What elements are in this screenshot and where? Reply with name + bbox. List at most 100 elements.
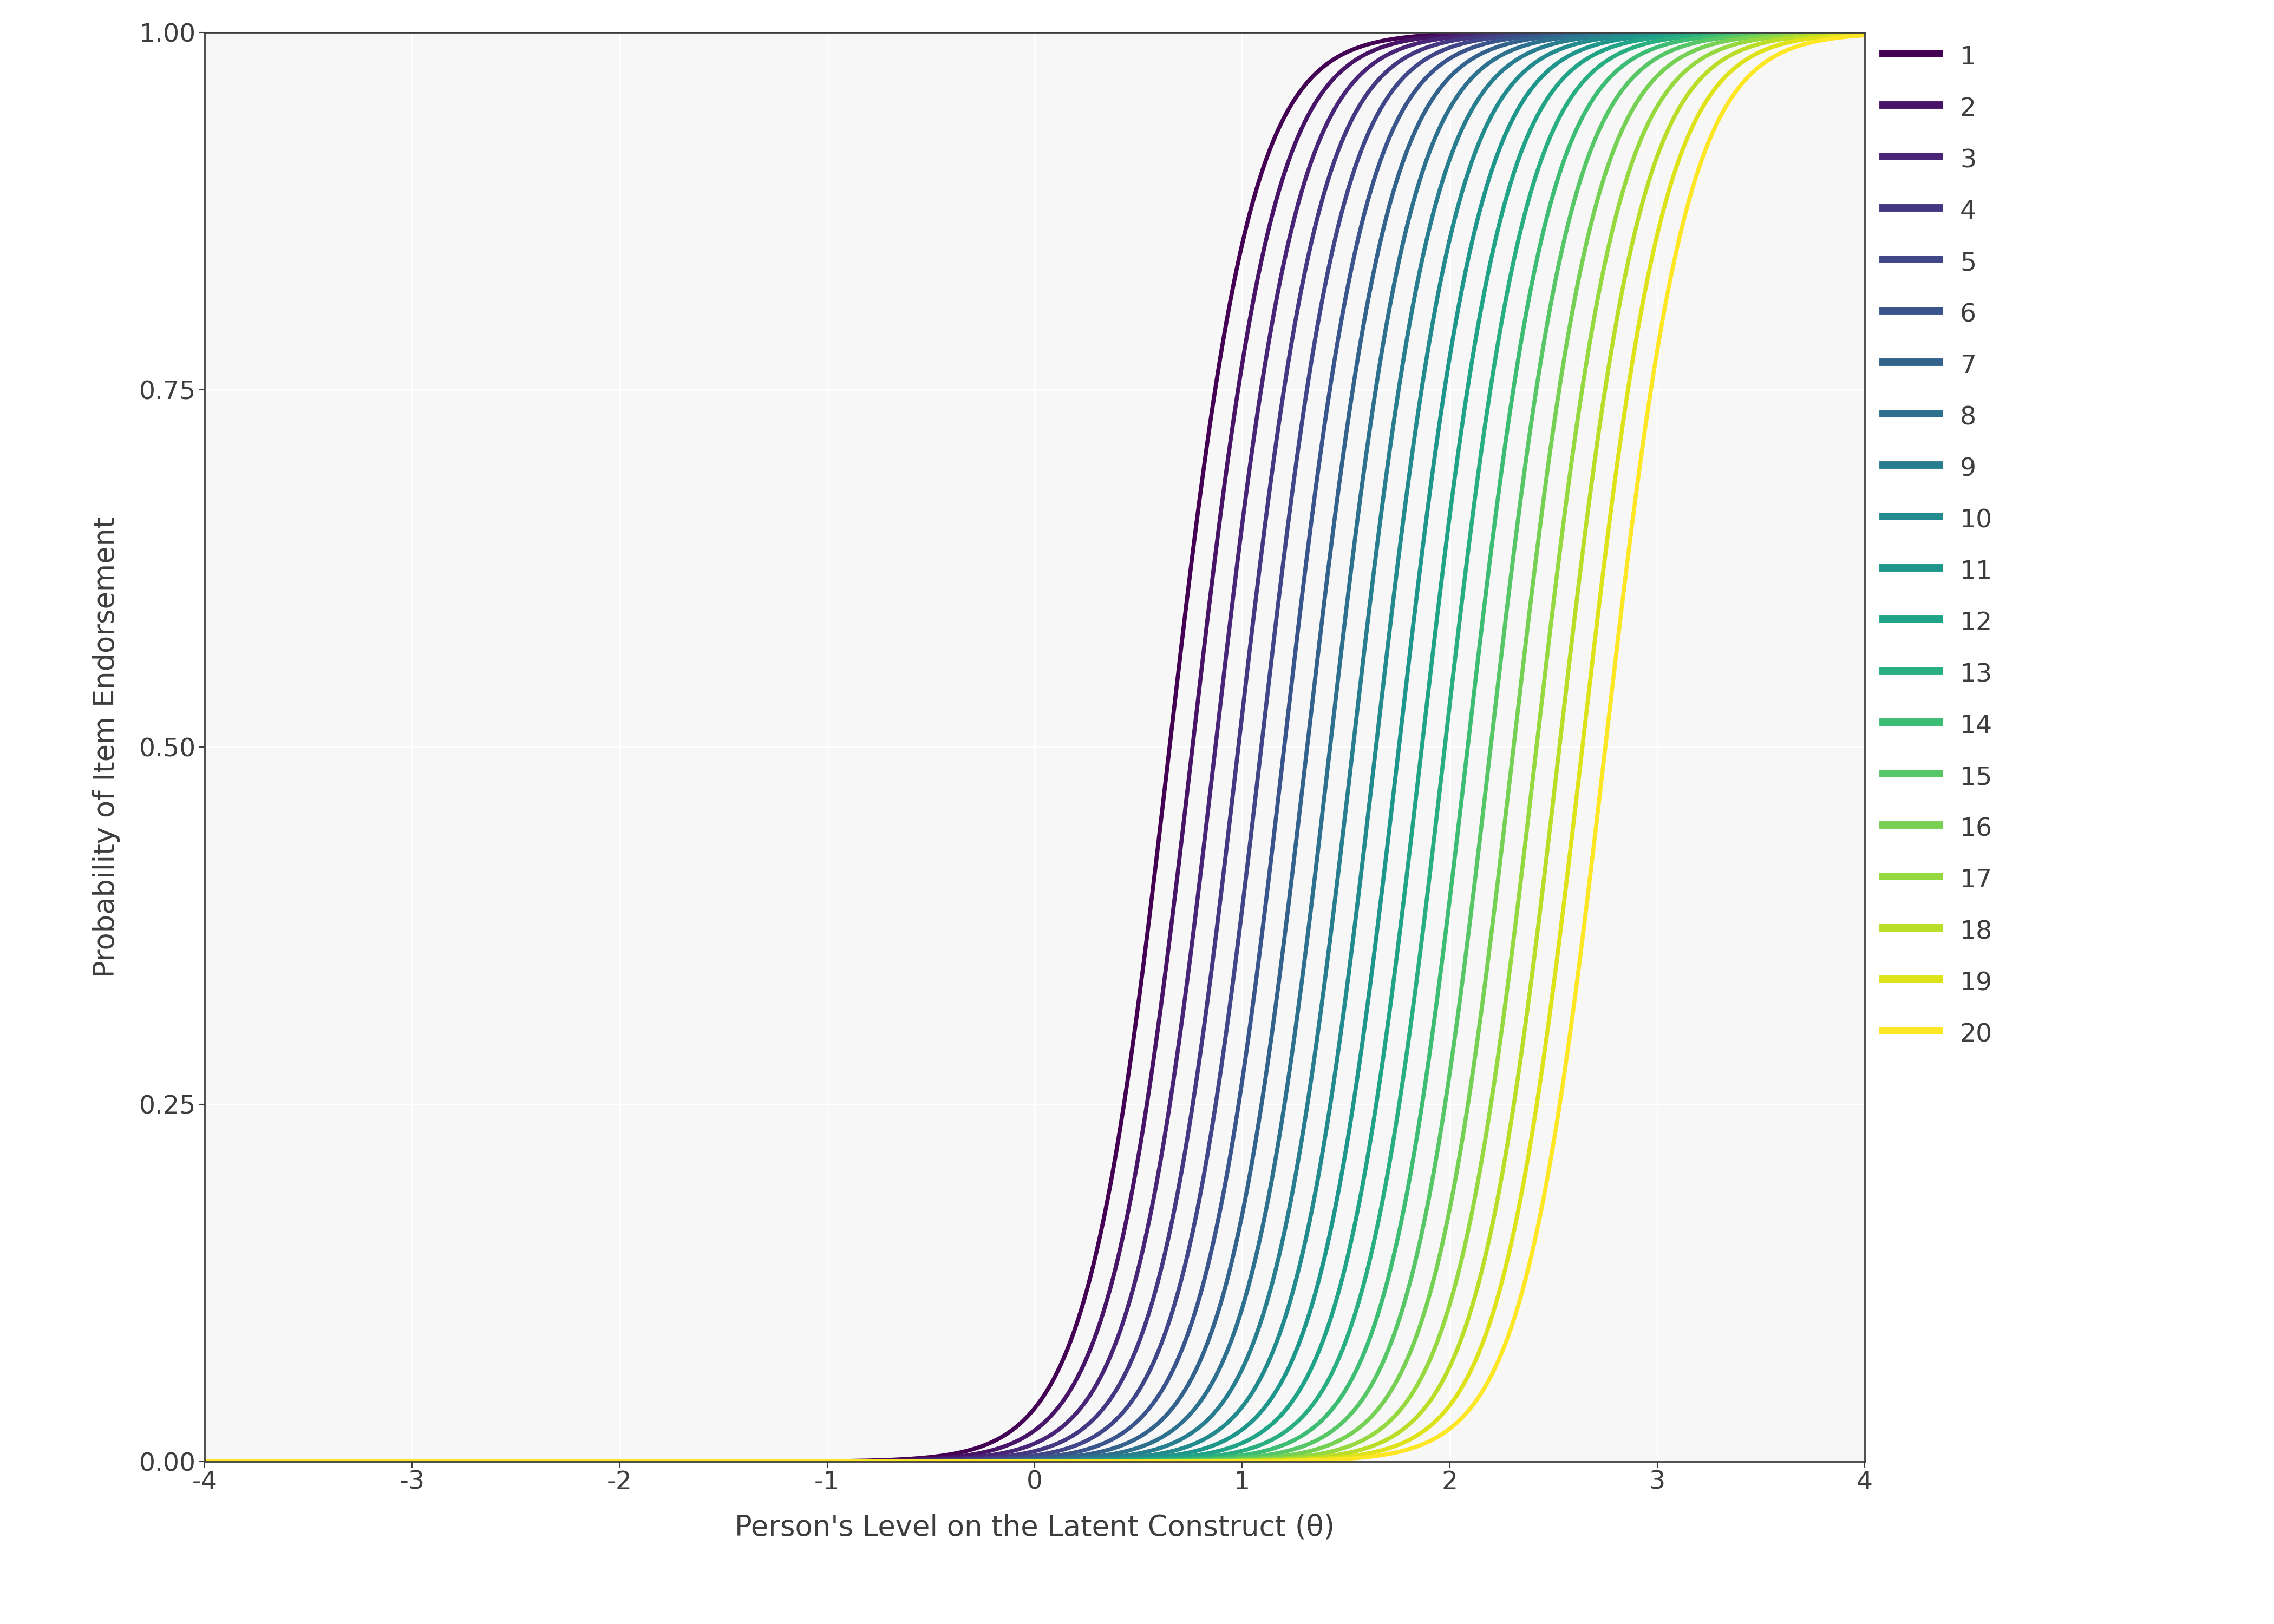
13 [1514, 188, 1542, 208]
14 [191, 1452, 218, 1471]
X-axis label: Person's Level on the Latent Construct (θ): Person's Level on the Latent Construct (… [735, 1514, 1335, 1541]
20 [1514, 1255, 1542, 1275]
12 [862, 1452, 889, 1471]
1 [191, 1452, 218, 1471]
1 [923, 1447, 951, 1466]
4 [362, 1452, 389, 1471]
10 [1851, 23, 1878, 42]
16 [362, 1452, 389, 1471]
11 [191, 1452, 218, 1471]
11 [362, 1452, 389, 1471]
15 [923, 1452, 951, 1471]
16 [1330, 1427, 1358, 1447]
15 [1485, 664, 1512, 684]
20 [862, 1452, 889, 1471]
17 [1330, 1437, 1358, 1457]
5 [1514, 24, 1542, 44]
10 [191, 1452, 218, 1471]
8 [1514, 34, 1542, 54]
5 [1851, 23, 1878, 42]
11 [1485, 140, 1512, 159]
19 [1851, 24, 1878, 44]
18 [1851, 24, 1878, 44]
12 [1851, 23, 1878, 42]
2 [1330, 58, 1358, 78]
8 [191, 1452, 218, 1471]
11 [1330, 1148, 1358, 1168]
20 [1485, 1350, 1512, 1369]
2 [1485, 24, 1512, 44]
Line: 1: 1 [205, 32, 1865, 1462]
6 [362, 1452, 389, 1471]
17 [191, 1452, 218, 1471]
20 [191, 1452, 218, 1471]
17 [362, 1452, 389, 1471]
10 [362, 1452, 389, 1471]
1 [1485, 23, 1512, 42]
3 [191, 1452, 218, 1471]
18 [191, 1452, 218, 1471]
3 [1514, 23, 1542, 42]
Line: 6: 6 [205, 32, 1865, 1462]
2 [362, 1452, 389, 1471]
11 [1851, 23, 1878, 42]
2 [862, 1452, 889, 1471]
7 [191, 1452, 218, 1471]
15 [1514, 429, 1542, 448]
12 [1514, 123, 1542, 143]
11 [862, 1452, 889, 1471]
19 [1514, 1142, 1542, 1161]
5 [1485, 28, 1512, 47]
Legend: 1, 2, 3, 4, 5, 6, 7, 8, 9, 10, 11, 12, 13, 14, 15, 16, 17, 18, 19, 20: 1, 2, 3, 4, 5, 6, 7, 8, 9, 10, 11, 12, 1… [1874, 32, 2003, 1057]
13 [923, 1452, 951, 1471]
14 [1851, 23, 1878, 42]
15 [1330, 1411, 1358, 1431]
11 [1514, 83, 1542, 102]
17 [1485, 1039, 1512, 1059]
14 [362, 1452, 389, 1471]
4 [1330, 125, 1358, 145]
10 [923, 1452, 951, 1471]
4 [1485, 26, 1512, 45]
15 [191, 1452, 218, 1471]
3 [1485, 24, 1512, 44]
12 [923, 1452, 951, 1471]
Line: 17: 17 [205, 32, 1865, 1462]
18 [1330, 1444, 1358, 1463]
16 [862, 1452, 889, 1471]
14 [923, 1452, 951, 1471]
7 [1485, 37, 1512, 57]
14 [862, 1452, 889, 1471]
8 [923, 1452, 951, 1471]
13 [1851, 23, 1878, 42]
1 [1330, 44, 1358, 63]
4 [1851, 23, 1878, 42]
Y-axis label: Probability of Item Endorsement: Probability of Item Endorsement [91, 516, 121, 978]
Line: 12: 12 [205, 32, 1865, 1462]
17 [1514, 802, 1542, 822]
3 [1330, 83, 1358, 102]
5 [362, 1452, 389, 1471]
3 [923, 1450, 951, 1470]
19 [862, 1452, 889, 1471]
6 [1514, 26, 1542, 45]
Line: 2: 2 [205, 32, 1865, 1462]
1 [1514, 23, 1542, 42]
14 [1330, 1382, 1358, 1402]
20 [362, 1452, 389, 1471]
19 [1330, 1447, 1358, 1466]
7 [362, 1452, 389, 1471]
16 [1485, 861, 1512, 880]
18 [362, 1452, 389, 1471]
12 [1485, 214, 1512, 234]
Line: 3: 3 [205, 32, 1865, 1462]
12 [1330, 1260, 1358, 1280]
17 [923, 1452, 951, 1471]
9 [1851, 23, 1878, 42]
9 [862, 1452, 889, 1471]
15 [862, 1452, 889, 1471]
5 [923, 1452, 951, 1471]
13 [362, 1452, 389, 1471]
4 [1514, 24, 1542, 44]
Line: 7: 7 [205, 32, 1865, 1462]
